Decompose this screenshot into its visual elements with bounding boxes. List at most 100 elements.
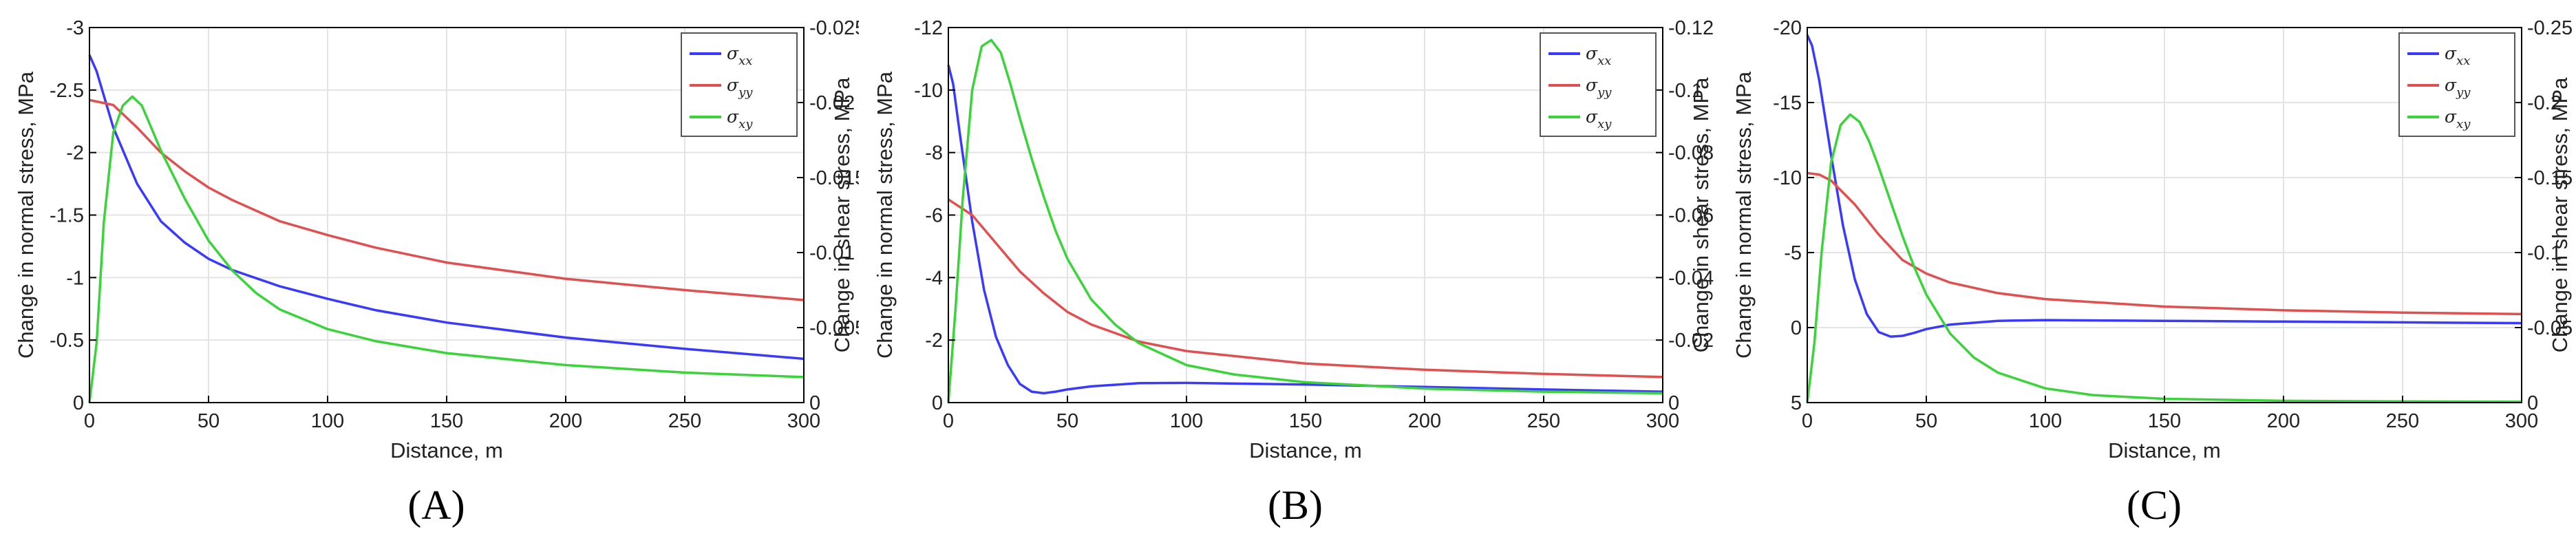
series-line-yy [1807,171,2522,316]
y-tick-label-left: -10 [914,80,943,102]
y-tick-label-right: -0.08 [1668,142,1714,164]
legend-label: σxx [1586,43,1611,68]
series-lines [88,54,805,403]
y-tick-label-right: -0.01 [809,242,855,264]
legend-label: σxy [727,107,753,131]
x-tick-label: 200 [1408,410,1441,432]
x-tick-label: 150 [430,410,463,432]
y-tick-label-right: -0.15 [2527,167,2573,189]
y-axis-label-left: Change in normal stress, MPa [1732,71,1756,359]
series-lines [947,39,1663,403]
chart-a-svg: 0 50 100 150 200 250 3000-0.5-1-1.5-2-2.5-30-0… [14,17,859,462]
legend-label-symbol: σ [2445,43,2457,63]
x-axis-label: Distance, m [390,438,503,462]
y-tick-label-left: -15 [1773,92,1802,114]
y-tick-label-right: 0 [2527,392,2538,414]
y-tick-label-left: -0.5 [50,330,84,352]
x-tick-label: 0 [943,410,954,432]
legend-label-subscript: xx [1597,54,1611,68]
legend-entry-xy: σxy [690,107,753,131]
legend-label-subscript: xx [738,54,752,68]
legend-label: σyy [1586,75,1612,100]
chart-c-svg: 0 50 100 150 200 250 30050-5-10-15-200-0.05-0.… [1732,17,2573,462]
x-tick-label: 100 [311,410,344,432]
y-tick-label-right: -0.25 [2527,17,2573,39]
y-axis-label-left: Change in normal stress, MPa [873,71,897,359]
series-line-yy [89,98,805,301]
legend-label-subscript: xy [738,117,753,131]
y-tick-label-right: -0.06 [1668,205,1714,227]
y-tick-label-left: -5 [1784,242,1802,264]
y-tick-label-left: -2 [925,330,943,352]
y-tick-label-left: -6 [925,205,943,227]
y-tick-label-left: -3 [66,17,84,39]
legend-entry-yy: σyy [2407,75,2471,100]
legend-label-subscript: xy [1597,117,1612,131]
legend-label-symbol: σ [1586,107,1598,127]
x-tick-label: 150 [1289,410,1322,432]
y-tick-label-left: -8 [925,142,943,164]
legend-label-subscript: xx [2456,54,2470,68]
x-tick-label: 300 [2505,410,2538,432]
x-tick-label: 50 [198,410,220,432]
legend-label-symbol: σ [2445,107,2457,127]
y-tick-label-left: -4 [925,267,943,289]
legend-label-symbol: σ [727,107,739,127]
y-axis-label-right: Change in shear stress, MPa [830,77,854,353]
y-tick-label-left: -12 [914,17,943,39]
legend-entry-xy: σxy [2407,107,2471,131]
y-tick-label-left: 5 [1791,392,1802,414]
y-tick-label-right: -0.05 [2527,317,2573,339]
y-tick-label-right: 0 [809,392,820,414]
legend-label: σxx [2445,43,2470,68]
legend-label-subscript: yy [2456,85,2471,100]
series-line-xy [947,39,1663,403]
legend-label-symbol: σ [727,43,739,63]
y-tick-label-right: -0.1 [1668,80,1703,102]
legend-label: σyy [2445,75,2471,100]
legend-label-subscript: xy [2456,117,2471,131]
series-line-xy [1806,113,2522,403]
y-tick-label-right: -0.015 [809,167,859,189]
x-tick-label: 300 [1646,410,1679,432]
x-tick-label: 300 [787,410,820,432]
y-tick-label-right: -0.04 [1668,267,1714,289]
chart-panel-c: 0 50 100 150 200 250 300 5 0 -5 -10 -15 -20 0 -0.05 -0.… [1718,0,2576,554]
y-tick-label-left: -1 [66,267,84,289]
y-tick-label-left: -2 [66,142,84,164]
legend-label: σxy [2445,107,2471,131]
x-tick-label: 250 [2386,410,2419,432]
series-line-yy [948,198,1663,379]
legend-label-symbol: σ [727,75,739,95]
y-tick-label-right: -0.2 [2527,92,2562,114]
x-tick-label: 0 [84,410,95,432]
legend-label: σyy [727,75,753,100]
x-axis-label: Distance, m [1249,438,1362,462]
series-line-xx [1806,34,2522,338]
chart-panel-a: 0 50 100 150 200 250 300 0 -0.5 -1 -1.5 -2 -2.5 -3 0 -0… [0,0,859,554]
y-tick-label-right: -0.12 [1668,17,1714,39]
x-tick-label: 250 [1527,410,1560,432]
y-tick-label-left: -2.5 [50,80,84,102]
x-tick-label: 50 [1915,410,1937,432]
x-axis-label: Distance, m [2108,438,2221,462]
x-tick-label: 100 [1170,410,1203,432]
chart-b-svg: 0 50 100 150 200 250 3000-2-4-6-8-10-120-0.02-… [873,17,1714,462]
y-axis-label-left: Change in normal stress, MPa [14,71,38,359]
legend-label-symbol: σ [1586,43,1598,63]
x-tick-label: 200 [2267,410,2300,432]
legend-entry-yy: σyy [690,75,753,100]
y-axis-label-right: Change in shear stress, MPa [1689,77,1713,353]
y-tick-label-right: -0.005 [809,317,859,339]
y-tick-label-right: -0.02 [809,92,855,114]
caption-c: (C) [2127,482,2182,528]
y-tick-label-left: 0 [73,392,84,414]
legend-entry-xx: σxx [1548,43,1611,68]
x-tick-label: 250 [668,410,701,432]
legend-label-symbol: σ [2445,75,2457,95]
legend-entry-xx: σxx [2407,43,2470,68]
y-tick-label-right: -0.02 [1668,330,1714,352]
y-tick-label-left: 0 [932,392,943,414]
